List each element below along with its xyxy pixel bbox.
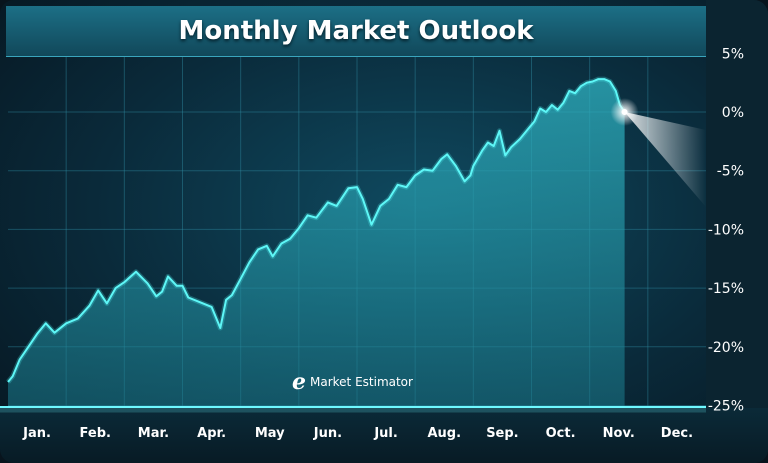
x-tick-label: Apr. (197, 426, 226, 441)
x-tick-label: Sep. (486, 426, 518, 441)
logo-text: Market Estimator (310, 375, 413, 389)
y-tick-labels: 5% 0% -5% -10% -15% -20% -25% (708, 46, 744, 414)
chart-title: Monthly Market Outlook (178, 16, 534, 46)
y-tick-label: -20% (708, 340, 744, 356)
x-tick-label: Nov. (603, 426, 635, 441)
y-tick-label: 5% (722, 46, 744, 62)
y-tick-label: -15% (708, 281, 744, 297)
x-axis-panel (0, 408, 768, 463)
x-tick-label: Jun. (313, 426, 342, 441)
forecast-beam-shape (624, 112, 706, 207)
x-tick-label: May (255, 426, 285, 441)
x-tick-label: Aug. (427, 426, 461, 441)
series-line (6, 76, 627, 384)
market-estimator-logo: e Market Estimator (292, 370, 413, 394)
x-tick-label: Mar. (138, 426, 169, 441)
series-line-path (7, 78, 626, 383)
y-tick-label: -10% (708, 222, 744, 238)
y-tick-label: -25% (708, 399, 744, 415)
series-area (8, 79, 625, 407)
title-bar: Monthly Market Outlook (6, 6, 706, 57)
x-tick-label: Jan. (22, 426, 51, 441)
logo-mark-icon: e (292, 369, 306, 395)
x-tick-label: Feb. (80, 426, 111, 441)
y-tick-label: 0% (722, 105, 744, 121)
y-tick-label: -5% (717, 164, 744, 180)
x-tick-labels: Jan. Feb. Mar. Apr. May Jun. Jul. Aug. Sep. Oct. N… (22, 426, 693, 441)
x-tick-label: Dec. (661, 426, 693, 441)
forecast-beam (610, 98, 706, 207)
x-tick-label: Jul. (373, 426, 398, 441)
x-tick-label: Oct. (546, 426, 576, 441)
baseline (0, 406, 706, 413)
series-area-fill (8, 79, 625, 407)
y-axis-panel (706, 0, 768, 463)
forecast-point (621, 109, 628, 115)
